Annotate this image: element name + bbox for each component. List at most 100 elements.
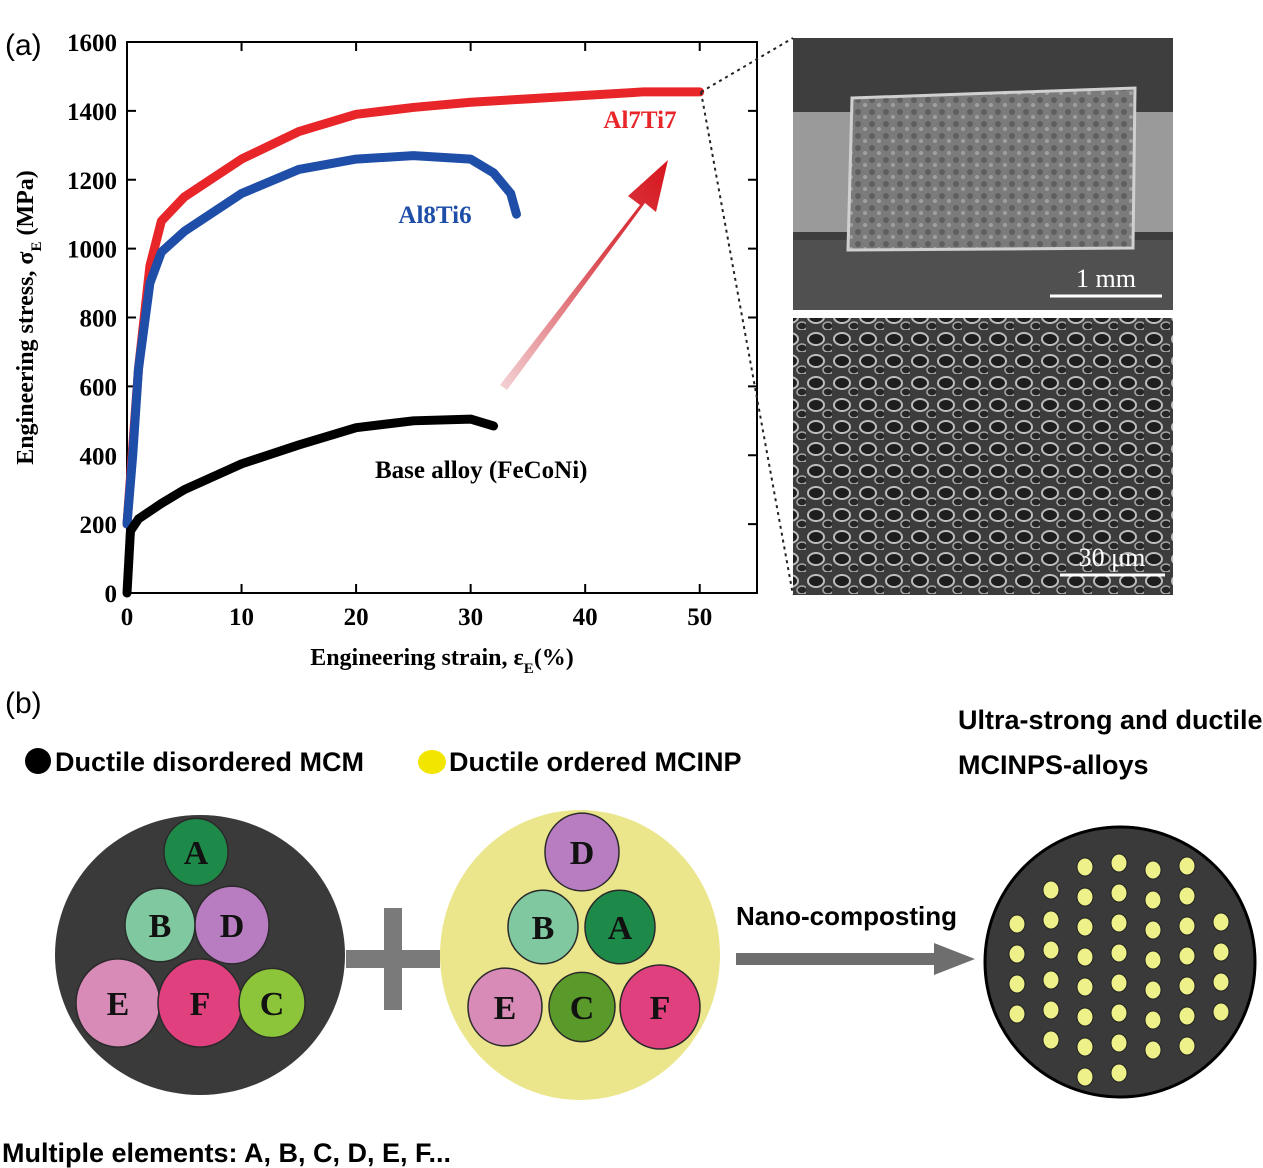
panel-label: (a) [5,29,42,62]
element-label: F [650,990,671,1027]
axis-label-part: (%) [534,645,574,671]
y-tick-label: 0 [105,581,118,608]
nanoparticle [1008,944,1026,964]
plot-frame [126,41,758,594]
legend-label: Ductile ordered MCINP [449,747,742,777]
substrate [793,240,1173,310]
diagram: Ductile disordered MCM Ductile ordered M… [2,705,1263,1168]
nanoparticle [1042,880,1060,900]
axis-label: Engineering strain, εE(%) [310,645,574,677]
element-circle [467,967,543,1047]
element-label: B [149,908,172,945]
element-circle [163,817,229,887]
element-circle [238,967,306,1039]
axis-label-part: Engineering stress, σ [13,252,39,465]
nanoparticle [1008,914,1026,934]
nanoparticle [1008,974,1026,994]
nanoparticle [1212,912,1230,932]
element-circle [619,964,701,1050]
y-tick-label: 1200 [67,168,117,195]
axis-label-part: Engineering strain, ε [310,645,524,671]
nanoparticle [1178,976,1196,996]
nanoparticle [1076,887,1094,907]
series-line [122,151,521,529]
nanoparticle [1144,860,1162,880]
chart: 0 200 400 600 800 1000 1200 1400 1600 0 10 20 30 40 50… [13,30,758,677]
x-tick-label: 40 [573,604,598,631]
nanoparticle [1076,1007,1094,1027]
y-tick-label: 200 [80,512,118,539]
result-title: MCINPS-alloys [958,750,1149,780]
element-label: C [570,990,595,1027]
nanoparticle [1076,857,1094,877]
x-tick-label: 20 [344,604,369,631]
process-label: Nano-composting [736,901,957,931]
axis-label-part: E [524,661,534,677]
series-line [122,87,705,529]
y-tick-label: 1600 [67,30,117,57]
legend-label: Ductile disordered MCM [55,747,364,777]
element-label: F [190,986,211,1023]
nanoparticle [1178,916,1196,936]
element-label: E [107,986,130,1023]
element-label: B [532,910,555,947]
nanoparticle [1144,1010,1162,1030]
result-title: Ultra-strong and ductile [958,705,1263,735]
y-tick-label: 800 [80,306,118,333]
nanoparticle [1042,910,1060,930]
series-label: Al8Ti6 [398,202,471,229]
element-circle [584,889,656,965]
series-label: Al7Ti7 [603,107,676,134]
nanoparticle [1144,1040,1162,1060]
x-tick-label: 10 [229,604,254,631]
scale-label: 1 mm [1076,264,1136,293]
y-tick-label: 1000 [67,237,117,264]
nanoparticle [1110,943,1128,963]
legend-dot [25,748,51,774]
nanoparticle [1178,1036,1196,1056]
nanoparticle [1076,917,1094,937]
axis-label: Engineering stress, σE (MPa) [13,170,45,465]
nanoparticle [1212,1002,1230,1022]
fracture-surface [846,86,1137,252]
nanoparticle [1076,1067,1094,1087]
nanoparticle [1110,973,1128,993]
nanoparticle [1144,980,1162,1000]
element-circle [544,812,620,892]
nanoparticle [1076,947,1094,967]
sem-images: 1 mm 30 μm [793,38,1173,595]
x-tick-label: 50 [687,604,712,631]
nanoparticle [1178,946,1196,966]
nanoparticle [1042,1030,1060,1050]
panel-label: (b) [5,687,42,720]
element-circle [194,885,270,965]
nanoparticle [1042,940,1060,960]
nanoparticle [1076,977,1094,997]
process-arrow-head [934,943,975,975]
nanoparticle [1144,890,1162,910]
trend-arrow [500,160,668,390]
x-tick-label: 0 [121,604,134,631]
y-tick-label: 1400 [67,99,117,126]
nanoparticle [1110,883,1128,903]
y-tick-label: 600 [80,374,118,401]
nanoparticle [1042,970,1060,990]
footer-note: Multiple elements: A, B, C, D, E, F... [2,1138,451,1168]
sem-image [793,318,1173,595]
element-label: E [494,990,517,1027]
nanoparticle [1110,1003,1128,1023]
zoom-line [700,91,794,596]
series-label: Base alloy (FeCoNi) [375,457,587,484]
nanoparticle [1212,972,1230,992]
nanoparticle [1110,1033,1128,1053]
element-label: A [184,835,209,872]
element-circle [507,889,579,965]
element-label: C [260,986,285,1023]
nanoparticle [1042,1000,1060,1020]
nanoparticle [1076,1037,1094,1057]
zoom-line [700,37,794,93]
y-tick-label: 400 [80,443,118,470]
nanoparticle [1212,942,1230,962]
series-line [122,414,499,598]
